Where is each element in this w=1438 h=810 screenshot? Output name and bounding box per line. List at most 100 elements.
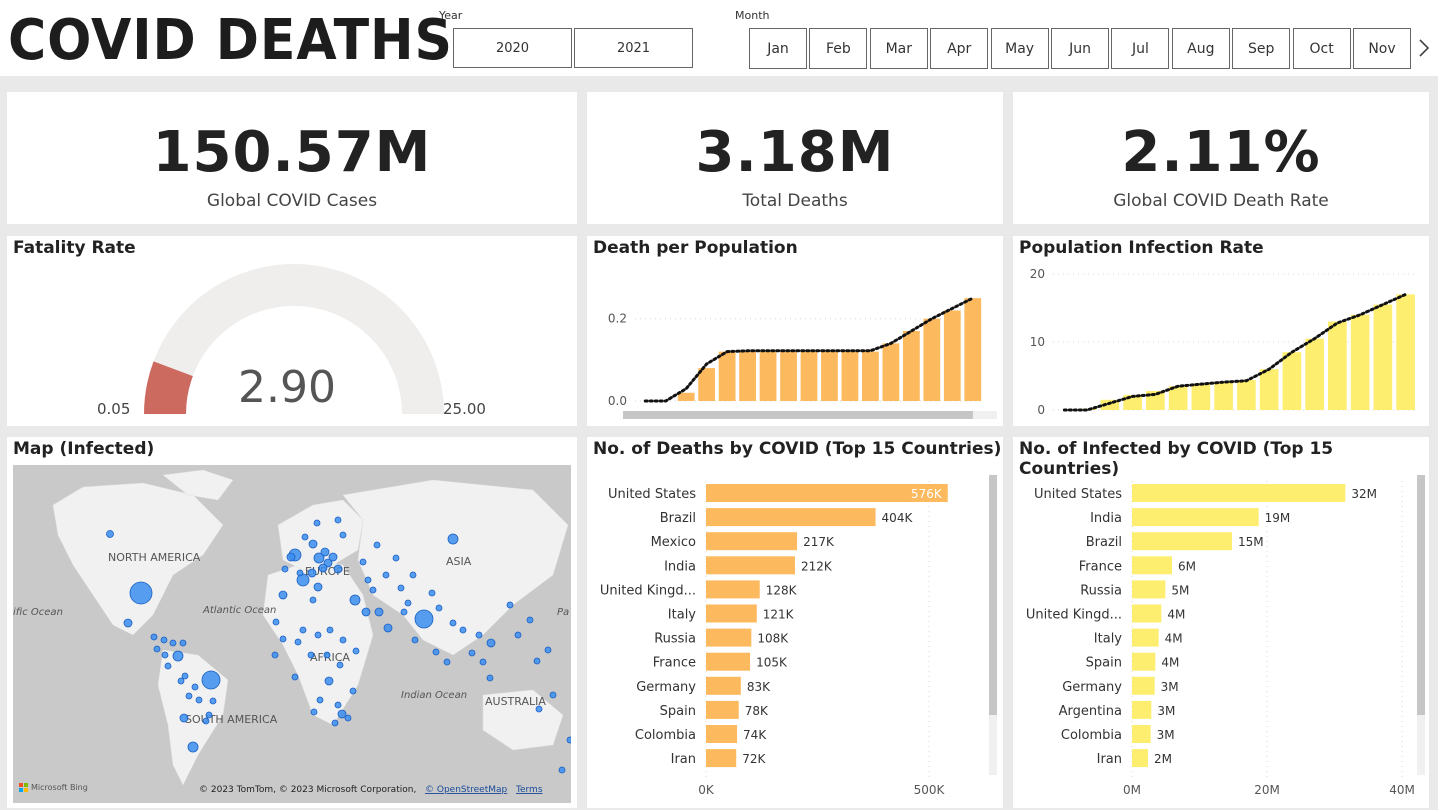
world-map[interactable]: NORTH AMERICA SOUTH AMERICA EUROPE AFRIC…	[13, 465, 571, 803]
category-label: Spain	[660, 704, 696, 719]
map-label-atlantic: Atlantic Ocean	[202, 605, 276, 616]
map-bubble	[449, 619, 457, 627]
month-button-oct[interactable]: Oct	[1292, 28, 1351, 69]
population-infection-rate-chart: 0 10 20	[1030, 267, 1417, 417]
map-bubble	[414, 609, 434, 629]
column-bar	[1396, 294, 1415, 410]
map-bubble	[334, 701, 342, 709]
year-button-2020[interactable]: 2020	[453, 28, 572, 68]
year-slicer-label: Year	[439, 9, 463, 22]
map-bubble	[106, 530, 114, 538]
column-bar	[1305, 338, 1324, 410]
bar	[1132, 508, 1259, 527]
bar	[1132, 676, 1155, 695]
map-bubble	[150, 633, 158, 641]
kpi-card-total-deaths: 3.18M Total Deaths	[587, 92, 1003, 224]
map-bubble	[271, 651, 279, 659]
terms-link[interactable]: Terms	[515, 785, 543, 795]
month-button-sep[interactable]: Sep	[1232, 28, 1291, 69]
map-bubble	[160, 636, 168, 644]
bar	[706, 628, 752, 647]
map-bubble	[323, 651, 331, 659]
column-bar	[1350, 314, 1370, 410]
data-label: 212K	[801, 559, 833, 573]
category-label: France	[653, 656, 696, 671]
map-bubbles	[106, 516, 571, 774]
deaths-by-country-panel[interactable]: No. of Deaths by COVID (Top 15 Countries…	[587, 437, 1003, 808]
bar	[706, 749, 737, 768]
map-bubble	[172, 650, 184, 662]
map-bubble	[397, 584, 405, 592]
x-tick-label: 20M	[1254, 783, 1280, 797]
infected-by-country-panel[interactable]: No. of Infected by COVID (Top 15 Countri…	[1013, 437, 1429, 808]
gauge-fill	[144, 361, 193, 414]
bar	[706, 604, 757, 623]
data-label: 32M	[1351, 487, 1377, 501]
category-label: Brazil	[660, 511, 696, 526]
column-bar	[780, 351, 797, 401]
map-bubble	[326, 626, 334, 634]
column-bar	[923, 318, 941, 401]
column-bar	[882, 343, 900, 401]
column-bar	[1282, 352, 1302, 410]
map-bubble	[486, 638, 496, 648]
category-label: Germany	[636, 680, 696, 695]
microsoft-logo-icon	[19, 783, 28, 792]
bar	[1132, 652, 1156, 671]
category-label: Colombia	[1061, 728, 1122, 743]
category-label: United Kingd...	[1026, 608, 1122, 623]
x-tick-label: 0K	[698, 783, 715, 797]
map-bubble	[373, 541, 381, 549]
column-bar	[862, 351, 879, 401]
map-bubble	[369, 586, 377, 594]
panel-title: Population Infection Rate	[1019, 238, 1264, 258]
australia-land	[482, 689, 564, 751]
osm-link[interactable]: © OpenStreetMap	[425, 785, 508, 795]
map-bubble	[526, 616, 534, 624]
column-bar	[1214, 381, 1233, 410]
fatality-rate-panel[interactable]: Fatality Rate 2.90 0.05 25.00	[7, 236, 577, 426]
panel-title: No. of Deaths by COVID (Top 15 Countries…	[593, 439, 1002, 459]
map-bubble	[411, 636, 419, 644]
month-button-apr[interactable]: Apr	[930, 28, 989, 69]
map-bubble	[177, 677, 185, 685]
month-button-nov[interactable]: Nov	[1353, 28, 1411, 69]
map-bubble	[337, 709, 347, 719]
map-panel[interactable]: Map (Infected) NORTH AMERICA SOUTH AMERI…	[7, 437, 577, 808]
month-button-jul[interactable]: Jul	[1111, 28, 1170, 69]
month-button-jun[interactable]: Jun	[1051, 28, 1109, 69]
map-bubble	[334, 516, 342, 524]
death-per-population-panel[interactable]: Death per Population 0.0 0.2	[587, 236, 1003, 426]
data-label: 78K	[745, 704, 769, 718]
kpi-card-global-cases: 150.57M Global COVID Cases	[7, 92, 577, 224]
category-label: Mexico	[651, 535, 696, 550]
category-label: Brazil	[1086, 535, 1122, 550]
population-infection-rate-panel[interactable]: Population Infection Rate 0 10 20	[1013, 236, 1429, 426]
map-bubble	[316, 696, 324, 704]
map-bubble	[374, 607, 384, 617]
category-label: Argentina	[1059, 704, 1122, 719]
map-bubble	[344, 714, 352, 722]
month-button-feb[interactable]: Feb	[809, 28, 868, 69]
map-bubble	[361, 607, 371, 617]
bar	[1132, 700, 1152, 719]
month-button-may[interactable]: May	[990, 28, 1049, 69]
map-bubble	[544, 646, 552, 654]
month-button-mar[interactable]: Mar	[869, 28, 928, 69]
column-bar	[677, 392, 695, 401]
year-button-2021[interactable]: 2021	[574, 28, 693, 68]
month-button-aug[interactable]: Aug	[1171, 28, 1230, 69]
data-label: 83K	[747, 680, 771, 694]
map-bubble	[328, 552, 338, 562]
map-label-pacific-right: Pa	[557, 607, 569, 618]
bar	[1132, 556, 1172, 575]
map-label-af: AFRICA	[310, 651, 350, 664]
map-bubble	[191, 683, 199, 691]
chevron-right-icon[interactable]	[1416, 36, 1434, 60]
data-label: 74K	[743, 728, 767, 742]
bar	[706, 676, 741, 695]
panel-title: Map (Infected)	[13, 439, 155, 459]
map-label-na: NORTH AMERICA	[108, 551, 201, 564]
page-title: COVID DEATHS	[8, 8, 453, 73]
month-button-jan[interactable]: Jan	[749, 28, 807, 69]
